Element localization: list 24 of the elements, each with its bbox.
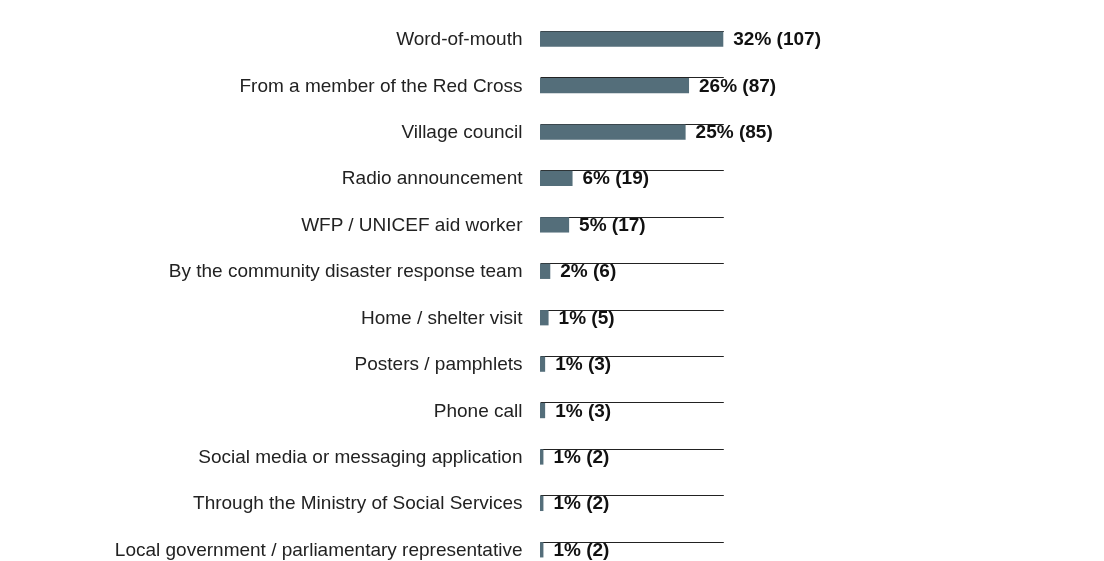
y-tick-label: Phone call xyxy=(433,399,523,421)
data-label: 26% (87) xyxy=(699,74,777,96)
y-tick-label: From a member of the Red Cross xyxy=(239,74,523,96)
y-tick-label: Radio announcement xyxy=(341,167,524,189)
y-tick-label: By the community disaster response team xyxy=(168,260,523,282)
y-tick-label: Word-of-mouth xyxy=(396,28,523,50)
data-label: 25% (85) xyxy=(695,121,773,143)
y-tick-label: Posters / pamphlets xyxy=(354,353,523,375)
data-label: 1% (2) xyxy=(553,538,610,560)
data-label: 6% (19) xyxy=(582,167,650,189)
data-label: 1% (5) xyxy=(558,306,615,328)
y-tick-label: Local government / parliamentary representative xyxy=(114,538,523,560)
data-label: 1% (2) xyxy=(553,445,610,467)
data-label: 1% (2) xyxy=(553,492,610,514)
y-tick-label: Social media or messaging application xyxy=(198,445,523,467)
y-tick-label: Through the Ministry of Social Services xyxy=(193,492,523,514)
y-tick-label: Village council xyxy=(401,121,523,143)
data-label: 1% (3) xyxy=(555,353,612,375)
data-label: 2% (6) xyxy=(560,260,617,282)
y-tick-label: Home / shelter visit xyxy=(360,306,524,328)
data-label: 5% (17) xyxy=(579,213,646,235)
y-tick-label: WFP / UNICEF aid worker xyxy=(301,213,524,235)
data-label: 1% (3) xyxy=(555,399,612,421)
data-label: 32% (107) xyxy=(733,28,821,50)
